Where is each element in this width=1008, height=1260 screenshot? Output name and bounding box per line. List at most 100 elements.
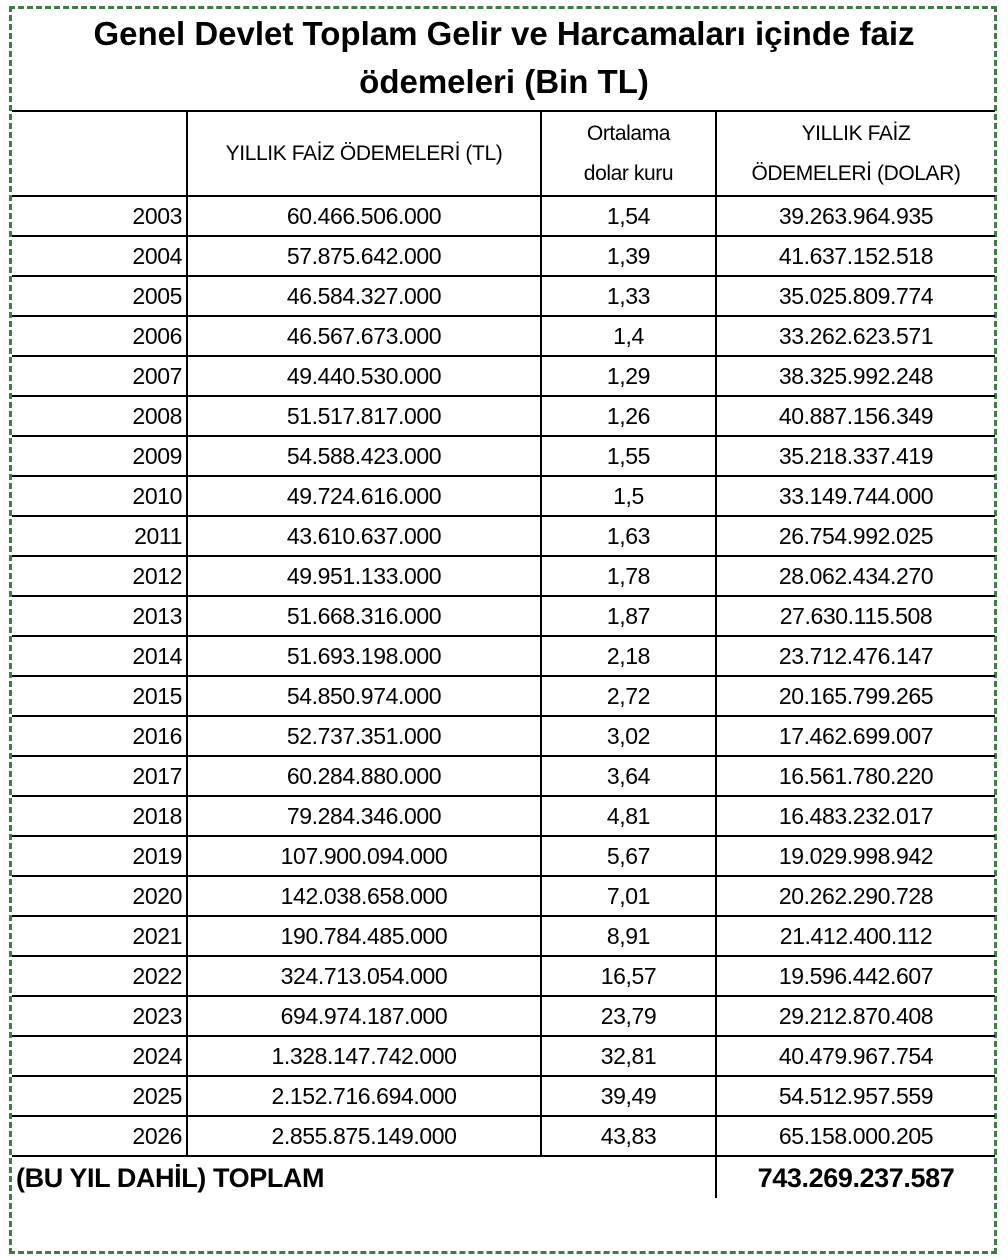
title-line-1: Genel Devlet Toplam Gelir ve Harcamaları… [93,15,915,52]
table-row: 2003 60.466.506.000 1,54 39.263.964.935 [12,195,995,237]
year-cell: 2015 [12,675,188,717]
rate-cell: 1,63 [540,515,717,557]
header-row: YILLIK FAİZ ÖDEMELERİ (TL) Ortalama dolar… [12,110,995,197]
tl-cell: 60.284.880.000 [186,755,542,797]
year-cell: 2011 [12,515,188,557]
usd-cell: 35.025.809.774 [715,275,995,317]
usd-cell: 26.754.992.025 [715,515,995,557]
table-row: 2008 51.517.817.000 1,26 40.887.156.349 [12,395,995,437]
rate-cell: 1,5 [540,475,717,517]
tl-cell: 694.974.187.000 [186,995,542,1037]
table-row: 2023 694.974.187.000 23,79 29.212.870.408 [12,995,995,1037]
tl-cell: 43.610.637.000 [186,515,542,557]
usd-cell: 40.887.156.349 [715,395,995,437]
rate-cell: 3,64 [540,755,717,797]
year-cell: 2003 [12,195,188,237]
header-usd: YILLIK FAİZ ÖDEMELERİ (DOLAR) [715,110,995,197]
title-line-2: ödemeleri (Bin TL) [359,63,649,100]
header-usd-line2: ÖDEMELERİ (DOLAR) [751,161,961,185]
usd-cell: 19.596.442.607 [715,955,995,997]
table-row: 2013 51.668.316.000 1,87 27.630.115.508 [12,595,995,637]
total-value: 743.269.237.587 [715,1155,995,1198]
tl-cell: 142.038.658.000 [186,875,542,917]
rate-cell: 2,18 [540,635,717,677]
table-title: Genel Devlet Toplam Gelir ve Harcamaları… [12,10,996,110]
table-row: 2007 49.440.530.000 1,29 38.325.992.248 [12,355,995,397]
tl-cell: 54.850.974.000 [186,675,542,717]
year-cell: 2017 [12,755,188,797]
rate-cell: 16,57 [540,955,717,997]
table-row: 2018 79.284.346.000 4,81 16.483.232.017 [12,795,995,837]
tl-cell: 49.724.616.000 [186,475,542,517]
rate-cell: 1,4 [540,315,717,357]
year-cell: 2024 [12,1035,188,1077]
header-rate: Ortalama dolar kuru [540,110,717,197]
tl-cell: 54.588.423.000 [186,435,542,477]
tl-cell: 46.567.673.000 [186,315,542,357]
tl-cell: 60.466.506.000 [186,195,542,237]
year-cell: 2026 [12,1115,188,1157]
table-row: 2014 51.693.198.000 2,18 23.712.476.147 [12,635,995,677]
rate-cell: 1,87 [540,595,717,637]
header-rate-line2: dolar kuru [583,161,674,185]
usd-cell: 28.062.434.270 [715,555,995,597]
total-label: (BU YIL DAHİL) TOPLAM [12,1155,717,1198]
tl-cell: 2.855.875.149.000 [186,1115,542,1157]
rate-cell: 4,81 [540,795,717,837]
interest-payments-table: YILLIK FAİZ ÖDEMELERİ (TL) Ortalama dolar… [12,110,995,1198]
table-row: 2024 1.328.147.742.000 32,81 40.479.967.754 [12,1035,995,1077]
tl-cell: 51.668.316.000 [186,595,542,637]
tl-cell: 324.713.054.000 [186,955,542,997]
tl-cell: 51.517.817.000 [186,395,542,437]
year-cell: 2012 [12,555,188,597]
usd-cell: 40.479.967.754 [715,1035,995,1077]
usd-cell: 16.561.780.220 [715,755,995,797]
tl-cell: 57.875.642.000 [186,235,542,277]
usd-cell: 41.637.152.518 [715,235,995,277]
year-cell: 2013 [12,595,188,637]
year-cell: 2020 [12,875,188,917]
tl-cell: 190.784.485.000 [186,915,542,957]
rate-cell: 2,72 [540,675,717,717]
table-row: 2025 2.152.716.694.000 39,49 54.512.957.559 [12,1075,995,1117]
table-row: 2004 57.875.642.000 1,39 41.637.152.518 [12,235,995,277]
rate-cell: 1,26 [540,395,717,437]
usd-cell: 20.262.290.728 [715,875,995,917]
rate-cell: 1,29 [540,355,717,397]
usd-cell: 54.512.957.559 [715,1075,995,1117]
usd-cell: 16.483.232.017 [715,795,995,837]
table-row: 2021 190.784.485.000 8,91 21.412.400.112 [12,915,995,957]
table-row: 2016 52.737.351.000 3,02 17.462.699.007 [12,715,995,757]
usd-cell: 27.630.115.508 [715,595,995,637]
year-cell: 2009 [12,435,188,477]
rate-cell: 3,02 [540,715,717,757]
table-row: 2017 60.284.880.000 3,64 16.561.780.220 [12,755,995,797]
year-cell: 2019 [12,835,188,877]
table-row: 2020 142.038.658.000 7,01 20.262.290.728 [12,875,995,917]
table-row: 2006 46.567.673.000 1,4 33.262.623.571 [12,315,995,357]
year-cell: 2004 [12,235,188,277]
tl-cell: 49.440.530.000 [186,355,542,397]
table-row: 2019 107.900.094.000 5,67 19.029.998.942 [12,835,995,877]
year-cell: 2005 [12,275,188,317]
usd-cell: 17.462.699.007 [715,715,995,757]
rate-cell: 1,54 [540,195,717,237]
usd-cell: 39.263.964.935 [715,195,995,237]
total-row: (BU YIL DAHİL) TOPLAM 743.269.237.587 [12,1155,995,1198]
header-usd-line1: YILLIK FAİZ [801,121,911,145]
selection-frame [9,6,997,1254]
year-cell: 2010 [12,475,188,517]
header-rate-line1: Ortalama [586,121,671,145]
usd-cell: 23.712.476.147 [715,635,995,677]
tl-cell: 46.584.327.000 [186,275,542,317]
year-cell: 2021 [12,915,188,957]
rate-cell: 1,78 [540,555,717,597]
usd-cell: 21.412.400.112 [715,915,995,957]
table-row: 2005 46.584.327.000 1,33 35.025.809.774 [12,275,995,317]
year-cell: 2014 [12,635,188,677]
tl-cell: 2.152.716.694.000 [186,1075,542,1117]
rate-cell: 1,55 [540,435,717,477]
table-row: 2022 324.713.054.000 16,57 19.596.442.607 [12,955,995,997]
rate-cell: 7,01 [540,875,717,917]
year-cell: 2007 [12,355,188,397]
